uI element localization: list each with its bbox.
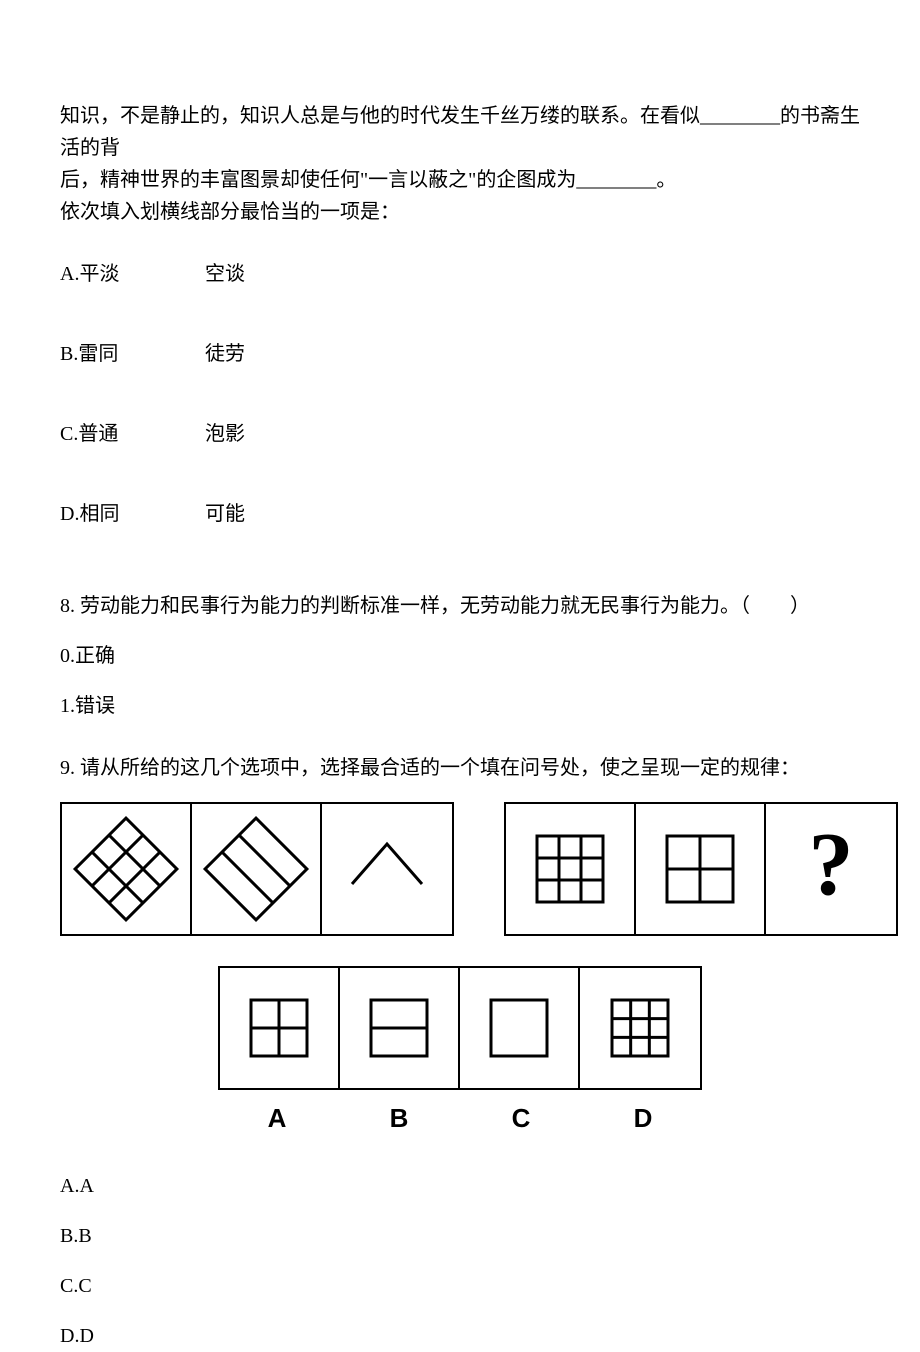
q7-opt-a-label: A.平淡 — [60, 258, 200, 290]
q8-option-0[interactable]: 0.正确 — [60, 640, 860, 672]
diamond-diagonals-icon — [201, 814, 311, 924]
q9-stem: 9. 请从所给的这几个选项中，选择最合适的一个填在问号处，使之呈现一定的规律： — [60, 752, 860, 784]
q7-line2: 后，精神世界的丰富图景却使任何"一言以蔽之"的企图成为________。 — [60, 169, 676, 191]
q9-ans-label-b: B — [338, 1098, 460, 1140]
q7-line3: 依次填入划横线部分最恰当的一项是： — [60, 201, 400, 223]
q9-opt-d-text: D.D — [60, 1325, 94, 1347]
q7-opt-d-label: D.相同 — [60, 498, 200, 530]
q9-answer-d[interactable] — [580, 968, 700, 1088]
q9-cell-6: ? — [766, 804, 896, 934]
q7-opt-b-word: 徒劳 — [205, 343, 245, 365]
question-7: 知识，不是静止的，知识人总是与他的时代发生千丝万缕的联系。在看似________… — [60, 100, 860, 530]
q9-answer-a[interactable] — [220, 968, 340, 1088]
q9-text: 请从所给的这几个选项中，选择最合适的一个填在问号处，使之呈现一定的规律： — [80, 757, 800, 779]
q9-text-options: A.A B.B C.C D.D — [60, 1170, 860, 1352]
q8-opt-1-text: 1.错误 — [60, 695, 115, 717]
square-grid-2x2-icon — [229, 978, 329, 1078]
q7-opt-d-word: 可能 — [205, 503, 245, 525]
q9-number: 9. — [60, 757, 75, 779]
q9-cell-2 — [192, 804, 322, 934]
q9-opt-a-text: A.A — [60, 1175, 94, 1197]
q7-opt-a-word: 空谈 — [205, 263, 245, 285]
q9-ans-label-d: D — [582, 1098, 704, 1140]
q9-cell-1 — [62, 804, 192, 934]
q9-right-group: ? — [504, 802, 898, 936]
diamond-grid-3x3-icon — [71, 814, 181, 924]
q9-answer-c[interactable] — [460, 968, 580, 1088]
q9-answer-b[interactable] — [340, 968, 460, 1088]
q9-left-group — [60, 802, 454, 936]
q9-ans-label-c: C — [460, 1098, 582, 1140]
q8-stem: 8. 劳动能力和民事行为能力的判断标准一样，无劳动能力就无民事行为能力。（ ） — [60, 590, 860, 622]
q8-opt-0-text: 0.正确 — [60, 645, 115, 667]
q7-option-c[interactable]: C.普通 泡影 — [60, 418, 860, 450]
question-9: 9. 请从所给的这几个选项中，选择最合适的一个填在问号处，使之呈现一定的规律： — [60, 752, 860, 1352]
q7-opt-b-label: B.雷同 — [60, 338, 200, 370]
q9-answer-figures — [60, 966, 860, 1090]
svg-text:?: ? — [809, 815, 854, 914]
q7-opt-c-word: 泡影 — [205, 423, 245, 445]
q9-answer-group — [218, 966, 702, 1090]
q9-cell-3 — [322, 804, 452, 934]
q7-stem: 知识，不是静止的，知识人总是与他的时代发生千丝万缕的联系。在看似________… — [60, 100, 860, 228]
question-mark-icon: ? — [776, 814, 886, 924]
q9-figure: ? — [60, 802, 860, 1140]
q7-line1: 知识，不是静止的，知识人总是与他的时代发生千丝万缕的联系。在看似________… — [60, 105, 860, 159]
q9-option-c[interactable]: C.C — [60, 1270, 860, 1302]
q9-option-a[interactable]: A.A — [60, 1170, 860, 1202]
q7-opt-c-label: C.普通 — [60, 418, 200, 450]
q9-sequence-row: ? — [60, 802, 860, 936]
square-grid-2x2-icon — [645, 814, 755, 924]
q9-opt-b-text: B.B — [60, 1225, 92, 1247]
q9-cell-4 — [506, 804, 636, 934]
q9-option-d[interactable]: D.D — [60, 1320, 860, 1352]
q9-option-b[interactable]: B.B — [60, 1220, 860, 1252]
q9-cell-5 — [636, 804, 766, 934]
q7-option-a[interactable]: A.平淡 空谈 — [60, 258, 860, 290]
square-hline-icon — [349, 978, 449, 1078]
caret-icon — [332, 814, 442, 924]
square-grid-3x3-icon — [515, 814, 625, 924]
q7-option-d[interactable]: D.相同 可能 — [60, 498, 860, 530]
square-grid-3x3-icon — [590, 978, 690, 1078]
question-8: 8. 劳动能力和民事行为能力的判断标准一样，无劳动能力就无民事行为能力。（ ） … — [60, 590, 860, 722]
q9-opt-c-text: C.C — [60, 1275, 92, 1297]
q9-answer-labels: A B C D — [60, 1098, 860, 1140]
square-empty-icon — [469, 978, 569, 1078]
q8-number: 8. — [60, 595, 75, 617]
q8-text: 劳动能力和民事行为能力的判断标准一样，无劳动能力就无民事行为能力。（ ） — [80, 595, 810, 617]
q9-ans-label-a: A — [216, 1098, 338, 1140]
q8-option-1[interactable]: 1.错误 — [60, 690, 860, 722]
q7-option-b[interactable]: B.雷同 徒劳 — [60, 338, 860, 370]
